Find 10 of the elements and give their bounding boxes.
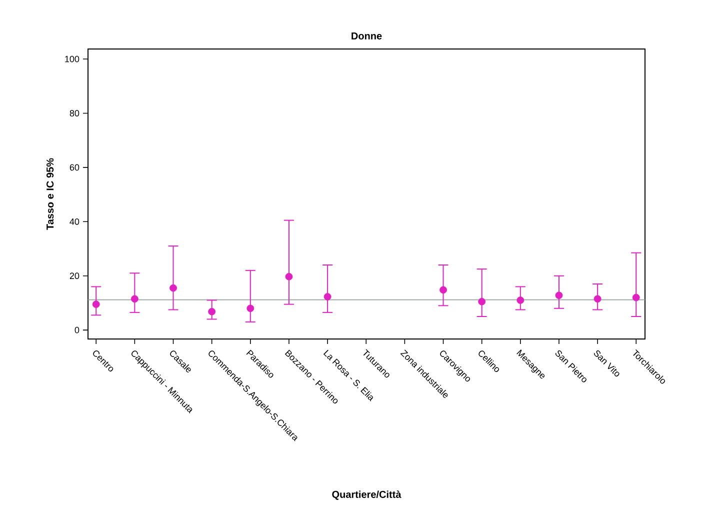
y-axis-title: Tasso e IC 95% [46, 158, 54, 230]
x-tick-label: San Vito [594, 350, 620, 377]
chart-title: Donne [352, 32, 382, 40]
y-tick-label: 60 [70, 164, 80, 171]
y-tick-label: 80 [70, 110, 80, 116]
x-axis-title: Quartiere/Città [332, 490, 402, 500]
y-tick-label: 40 [70, 218, 80, 225]
y-tick-label: 0 [74, 326, 80, 334]
y-tick-label: 20 [70, 272, 80, 280]
y-tick-label: 100 [65, 56, 80, 62]
